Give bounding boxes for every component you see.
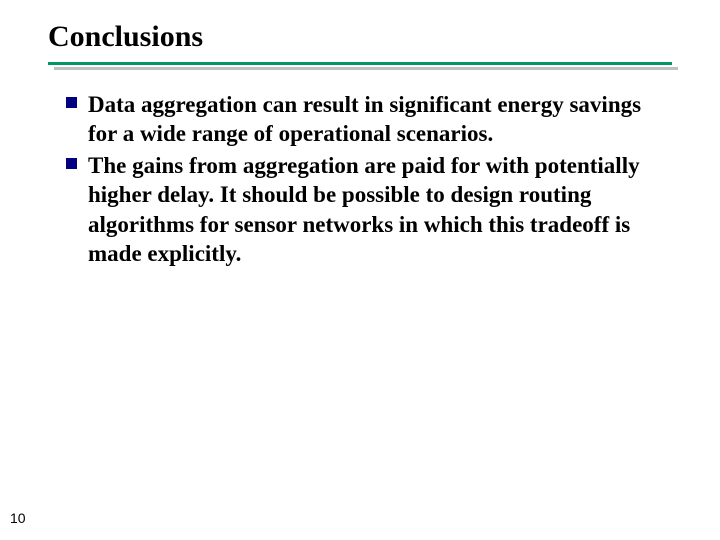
slide-body: Data aggregation can result in significa… [48,90,672,269]
bullet-text: Data aggregation can result in significa… [88,92,641,146]
square-bullet-icon [66,158,77,169]
square-bullet-icon [66,97,77,108]
bullet-item: Data aggregation can result in significa… [66,90,672,149]
slide: Conclusions Data aggregation can result … [0,0,720,540]
bullet-item: The gains from aggregation are paid for … [66,151,672,269]
slide-title: Conclusions [48,20,672,54]
title-rule-shadow [54,67,678,70]
title-rule-main [48,62,672,65]
bullet-text: The gains from aggregation are paid for … [88,153,640,266]
page-number: 10 [10,510,26,526]
bullet-list: Data aggregation can result in significa… [66,90,672,269]
title-rule [48,62,672,72]
